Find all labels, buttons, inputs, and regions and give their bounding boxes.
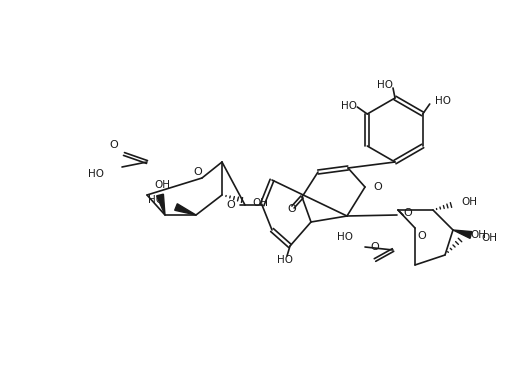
Text: O: O: [402, 208, 411, 218]
Text: O: O: [417, 231, 426, 241]
Text: HO: HO: [88, 169, 104, 179]
Polygon shape: [156, 194, 165, 215]
Text: HO: HO: [376, 80, 392, 90]
Text: HO: HO: [434, 96, 450, 106]
Text: O: O: [287, 204, 296, 214]
Text: O: O: [193, 167, 202, 177]
Text: O: O: [370, 242, 379, 252]
Text: OH: OH: [469, 230, 485, 240]
Text: HO: HO: [148, 195, 164, 205]
Text: HO: HO: [341, 101, 357, 111]
Text: HO: HO: [336, 232, 352, 242]
Text: O: O: [109, 140, 118, 150]
Text: OH: OH: [251, 198, 267, 208]
Text: O: O: [372, 182, 381, 192]
Polygon shape: [452, 230, 471, 238]
Polygon shape: [175, 204, 195, 215]
Text: OH: OH: [154, 180, 169, 190]
Text: HO: HO: [276, 255, 293, 265]
Text: OH: OH: [460, 197, 476, 207]
Text: OH: OH: [480, 233, 496, 243]
Text: O: O: [226, 200, 235, 210]
